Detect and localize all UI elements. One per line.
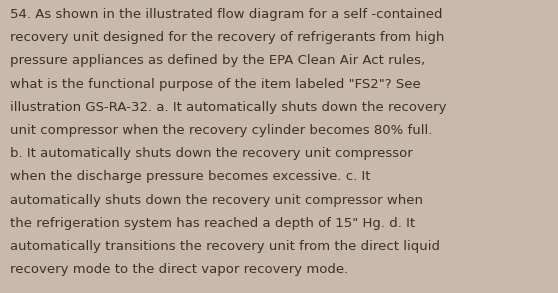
Text: the refrigeration system has reached a depth of 15" Hg. d. It: the refrigeration system has reached a d… (10, 217, 415, 230)
Text: pressure appliances as defined by the EPA Clean Air Act rules,: pressure appliances as defined by the EP… (10, 54, 425, 67)
Text: when the discharge pressure becomes excessive. c. It: when the discharge pressure becomes exce… (10, 171, 371, 183)
Text: b. It automatically shuts down the recovery unit compressor: b. It automatically shuts down the recov… (10, 147, 413, 160)
Text: recovery mode to the direct vapor recovery mode.: recovery mode to the direct vapor recove… (10, 263, 348, 276)
Text: recovery unit designed for the recovery of refrigerants from high: recovery unit designed for the recovery … (10, 31, 444, 44)
Text: 54. As shown in the illustrated flow diagram for a self -contained: 54. As shown in the illustrated flow dia… (10, 8, 442, 21)
Text: illustration GS-RA-32. a. It automatically shuts down the recovery: illustration GS-RA-32. a. It automatical… (10, 101, 446, 114)
Text: what is the functional purpose of the item labeled "FS2"? See: what is the functional purpose of the it… (10, 78, 421, 91)
Text: automatically shuts down the recovery unit compressor when: automatically shuts down the recovery un… (10, 194, 423, 207)
Text: automatically transitions the recovery unit from the direct liquid: automatically transitions the recovery u… (10, 240, 440, 253)
Text: unit compressor when the recovery cylinder becomes 80% full.: unit compressor when the recovery cylind… (10, 124, 432, 137)
